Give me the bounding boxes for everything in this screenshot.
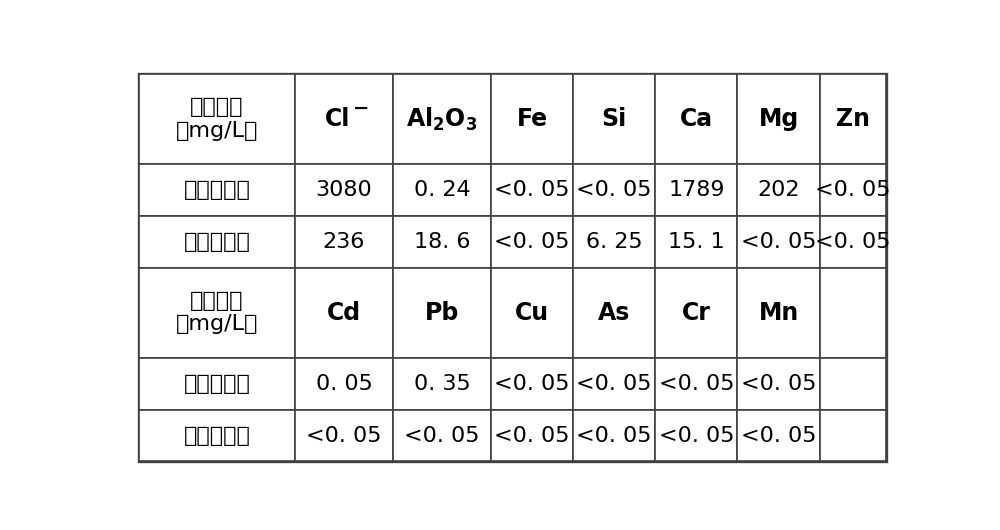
Text: 0. 24: 0. 24 (414, 180, 470, 200)
Bar (820, 410, 886, 462)
Bar (737, 216, 820, 268)
Bar (737, 410, 820, 462)
Bar (295, 216, 393, 268)
Bar (820, 358, 886, 410)
Bar (295, 410, 393, 462)
Bar (737, 164, 820, 216)
Text: 废水处理后: 废水处理后 (184, 232, 250, 252)
Bar (491, 74, 573, 164)
Text: 3080: 3080 (316, 180, 372, 200)
Text: Pb: Pb (425, 301, 459, 325)
Text: Fe: Fe (516, 107, 548, 131)
Text: <0. 05: <0. 05 (741, 232, 816, 252)
Bar (491, 358, 573, 410)
Text: <0. 05: <0. 05 (815, 232, 891, 252)
Bar (393, 216, 491, 268)
Text: <0. 05: <0. 05 (576, 426, 652, 446)
Bar (295, 358, 393, 410)
Text: 0. 35: 0. 35 (414, 374, 470, 394)
Text: <0. 05: <0. 05 (306, 426, 382, 446)
Bar (737, 74, 820, 164)
Bar (573, 164, 655, 216)
Bar (737, 358, 820, 410)
Bar (491, 216, 573, 268)
Text: 废水处理前: 废水处理前 (184, 180, 250, 200)
Text: 废水处理前: 废水处理前 (184, 374, 250, 394)
Bar (139, 216, 295, 268)
Bar (393, 268, 491, 358)
Text: <0. 05: <0. 05 (659, 374, 734, 394)
Bar (820, 164, 886, 216)
Text: Ca: Ca (680, 107, 713, 131)
Bar (573, 216, 655, 268)
Text: <0. 05: <0. 05 (659, 426, 734, 446)
Text: Mn: Mn (758, 301, 799, 325)
Bar (573, 410, 655, 462)
Text: 0. 05: 0. 05 (316, 374, 372, 394)
Text: <0. 05: <0. 05 (494, 374, 570, 394)
Text: <0. 05: <0. 05 (576, 180, 652, 200)
Bar (655, 164, 737, 216)
Text: 1789: 1789 (668, 180, 725, 200)
Bar (139, 268, 295, 358)
Bar (393, 410, 491, 462)
Text: Cu: Cu (515, 301, 549, 325)
Text: <0. 05: <0. 05 (815, 180, 891, 200)
Bar (655, 216, 737, 268)
Text: Mg: Mg (758, 107, 799, 131)
Bar (737, 268, 820, 358)
Text: 15. 1: 15. 1 (668, 232, 725, 252)
Bar (393, 358, 491, 410)
Bar (820, 216, 886, 268)
Bar (655, 358, 737, 410)
Bar (393, 164, 491, 216)
Text: 18. 6: 18. 6 (414, 232, 470, 252)
Bar (139, 164, 295, 216)
Text: Cr: Cr (682, 301, 711, 325)
Text: −: − (353, 99, 369, 118)
Text: 废水处理后: 废水处理后 (184, 426, 250, 446)
Text: <0. 05: <0. 05 (404, 426, 480, 446)
Bar (139, 74, 295, 164)
Bar (573, 268, 655, 358)
Bar (295, 164, 393, 216)
Text: 6. 25: 6. 25 (586, 232, 643, 252)
Text: Cd: Cd (327, 301, 361, 325)
Bar (573, 74, 655, 164)
Text: 离子含量
（mg/L）: 离子含量 （mg/L） (176, 98, 258, 140)
Text: Si: Si (602, 107, 627, 131)
Text: $\mathbf{Al_2O_3}$: $\mathbf{Al_2O_3}$ (406, 105, 478, 132)
Text: As: As (598, 301, 630, 325)
Bar (655, 268, 737, 358)
Bar (393, 74, 491, 164)
Bar (820, 74, 886, 164)
Bar (295, 268, 393, 358)
Bar (573, 358, 655, 410)
Bar (820, 268, 886, 358)
Bar (139, 358, 295, 410)
Bar (295, 74, 393, 164)
Text: <0. 05: <0. 05 (494, 426, 570, 446)
Bar (491, 410, 573, 462)
Bar (491, 164, 573, 216)
Text: <0. 05: <0. 05 (741, 374, 816, 394)
Text: Zn: Zn (836, 107, 870, 131)
Text: <0. 05: <0. 05 (494, 180, 570, 200)
Bar (491, 268, 573, 358)
Text: <0. 05: <0. 05 (576, 374, 652, 394)
Text: 236: 236 (323, 232, 365, 252)
Text: Cl: Cl (325, 107, 350, 131)
Text: <0. 05: <0. 05 (494, 232, 570, 252)
Text: 离子含量
（mg/L）: 离子含量 （mg/L） (176, 292, 258, 334)
Text: 202: 202 (757, 180, 800, 200)
Bar (655, 410, 737, 462)
Text: <0. 05: <0. 05 (741, 426, 816, 446)
Bar (655, 74, 737, 164)
Bar (139, 410, 295, 462)
